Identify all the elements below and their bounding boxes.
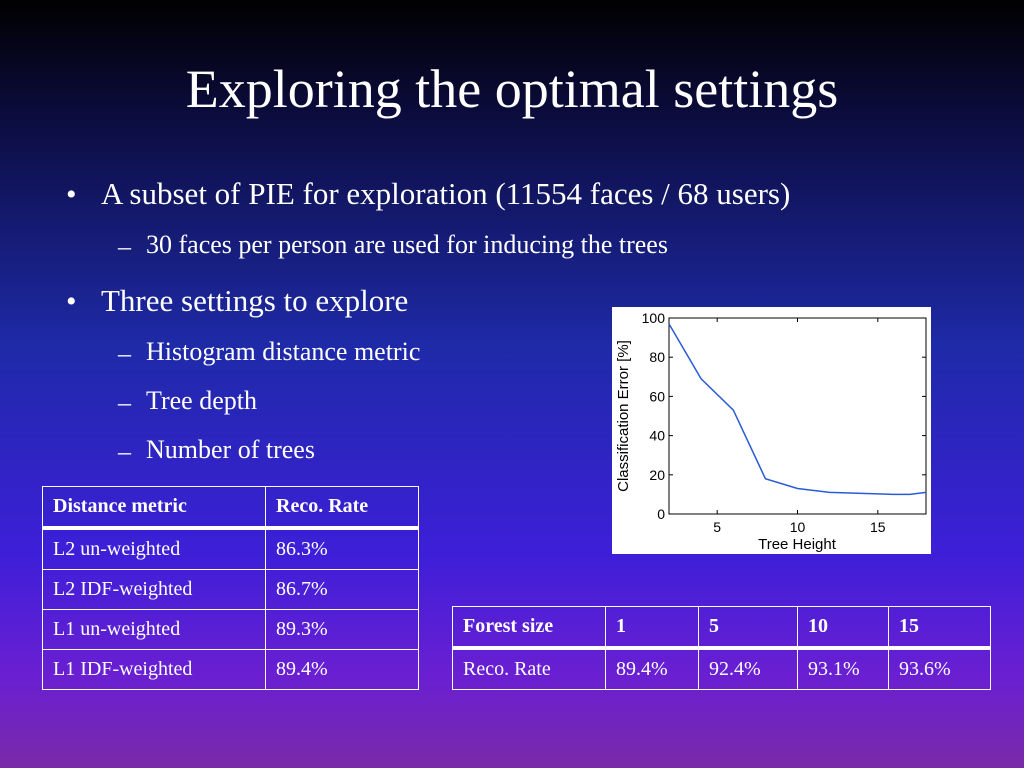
dash-glyph: – — [118, 437, 131, 466]
y-tick-label: 80 — [649, 349, 665, 365]
table-cell: 89.3% — [265, 609, 419, 650]
table-header-cell: 10 — [797, 606, 889, 650]
sub-bullet-item-3: Tree depth — [146, 386, 257, 415]
x-tick-label: 5 — [713, 519, 721, 535]
table-row: L2 IDF-weighted 86.7% — [42, 569, 419, 610]
table-cell: L1 IDF-weighted — [42, 649, 266, 690]
table-header-row: Distance metric Reco. Rate — [42, 486, 419, 530]
bullet-glyph: • — [66, 285, 77, 318]
y-tick-label: 20 — [649, 467, 665, 483]
x-tick-label: 10 — [790, 519, 806, 535]
error-vs-height-chart: 0 20 40 60 80 100 5 10 15 Tree Height Classifica… — [612, 307, 931, 554]
table-cell: L2 IDF-weighted — [42, 569, 266, 610]
slide-title: Exploring the optimal settings — [185, 59, 839, 119]
table-row: Reco. Rate 89.4% 92.4% 93.1% 93.6% — [452, 647, 991, 690]
table-header-cell: 5 — [698, 606, 798, 650]
distance-metric-table: Distance metric Reco. Rate L2 un-weighte… — [42, 486, 419, 690]
sub-bullet-item-2: Histogram distance metric — [146, 337, 421, 366]
table-header-cell: 1 — [605, 606, 699, 650]
table-cell: L2 un-weighted — [42, 527, 266, 570]
table-cell: Reco. Rate — [452, 647, 606, 690]
table-header-row: Forest size 1 5 10 15 — [452, 606, 991, 650]
dash-glyph: – — [118, 232, 131, 261]
bullet-item-1: A subset of PIE for exploration (11554 f… — [101, 176, 791, 211]
y-tick-label: 0 — [657, 506, 665, 522]
bullet-item-2: Three settings to explore — [101, 283, 409, 318]
table-header-cell: 15 — [888, 606, 991, 650]
table-row: L2 un-weighted 86.3% — [42, 527, 419, 570]
table-cell: 86.3% — [265, 527, 419, 570]
table-cell: L1 un-weighted — [42, 609, 266, 650]
table-cell: 93.6% — [888, 647, 991, 690]
table-cell: 89.4% — [605, 647, 699, 690]
sub-bullet-item-4: Number of trees — [146, 435, 315, 464]
table-header-cell: Forest size — [452, 606, 606, 650]
forest-size-table: Forest size 1 5 10 15 Reco. Rate 89.4% 9… — [452, 606, 991, 690]
y-axis-label: Classification Error [%] — [615, 340, 632, 492]
plot-frame — [668, 317, 927, 515]
chart-svg: 0 20 40 60 80 100 5 10 15 Tree Height Classifica… — [615, 310, 927, 553]
table-cell: 86.7% — [265, 569, 419, 610]
table-cell: 93.1% — [797, 647, 889, 690]
table-cell: 92.4% — [698, 647, 798, 690]
table-header-cell: Reco. Rate — [265, 486, 419, 530]
x-axis-label: Tree Height — [758, 536, 837, 553]
bullet-glyph: • — [66, 178, 77, 211]
dash-glyph: – — [118, 339, 131, 368]
table-cell: 89.4% — [265, 649, 419, 690]
y-tick-label: 60 — [649, 388, 665, 404]
sub-bullet-item-1: 30 faces per person are used for inducin… — [146, 230, 668, 259]
table-row: L1 un-weighted 89.3% — [42, 609, 419, 650]
series-line — [668, 323, 927, 496]
y-tick-label: 40 — [649, 428, 665, 444]
dash-glyph: – — [118, 388, 131, 417]
x-tick-label: 15 — [870, 519, 886, 535]
y-tick-label: 100 — [642, 310, 666, 326]
table-header-cell: Distance metric — [42, 486, 266, 530]
table-row: L1 IDF-weighted 89.4% — [42, 649, 419, 690]
